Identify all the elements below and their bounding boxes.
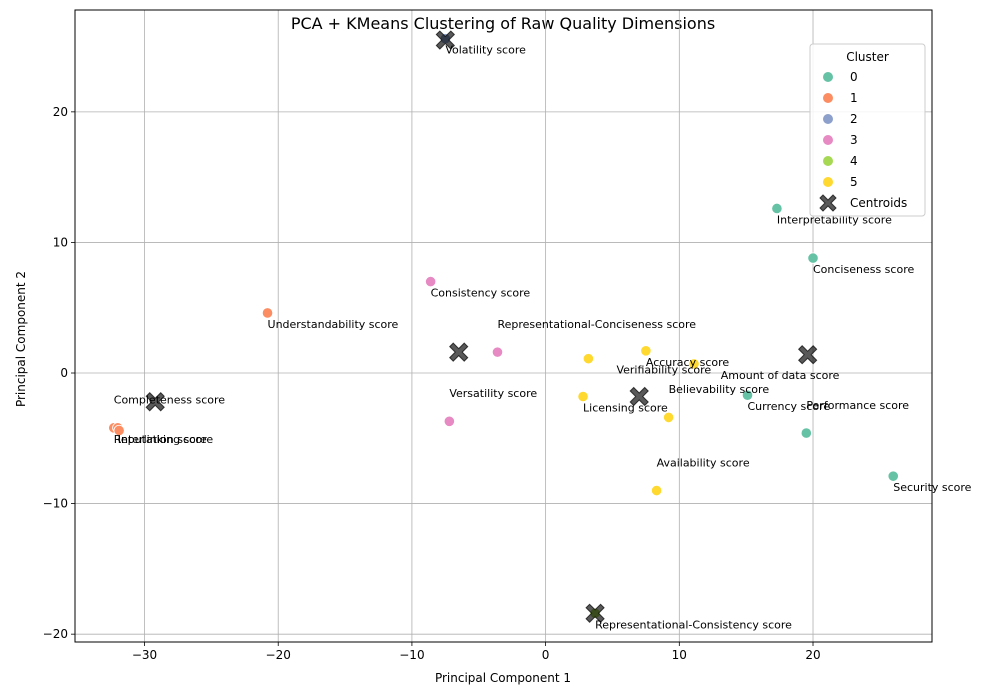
legend-box bbox=[809, 43, 926, 217]
data-point-cluster-0 bbox=[741, 389, 754, 401]
legend-entry-label: Centroids bbox=[850, 196, 907, 210]
point-annotation: Accuracy score bbox=[646, 356, 730, 369]
y-axis-label: Principal Component 2 bbox=[14, 271, 28, 407]
y-tick-label: 20 bbox=[53, 105, 68, 119]
y-tick-label: 10 bbox=[53, 235, 68, 249]
point-annotation: Verifiability score bbox=[616, 364, 711, 377]
data-point-cluster-0 bbox=[807, 252, 819, 264]
x-tick-label: 20 bbox=[805, 648, 820, 662]
legend-entry-label: 3 bbox=[850, 133, 858, 147]
x-tick-label: 0 bbox=[542, 648, 550, 662]
x-tick-label: −10 bbox=[399, 648, 424, 662]
legend-entry-label: 2 bbox=[850, 112, 858, 126]
point-annotation: Versatility score bbox=[449, 387, 537, 400]
centroid-marker bbox=[449, 342, 469, 362]
legend-marker-cluster-5 bbox=[823, 177, 833, 187]
data-point-cluster-3 bbox=[425, 276, 437, 288]
point-annotation: Believability score bbox=[669, 383, 770, 396]
data-point-cluster-1 bbox=[113, 424, 125, 437]
legend-marker-cluster-1 bbox=[823, 93, 833, 103]
data-point-cluster-5 bbox=[582, 353, 594, 365]
point-annotation: Performance score bbox=[806, 399, 909, 412]
x-tick-label: −20 bbox=[266, 648, 291, 662]
centroid-marker bbox=[797, 345, 818, 365]
data-point-cluster-3 bbox=[443, 415, 455, 427]
plot-frame bbox=[74, 9, 933, 643]
legend-entry-label: 5 bbox=[850, 175, 858, 189]
legend-entry-label: 4 bbox=[850, 154, 858, 168]
legend-marker-cluster-0 bbox=[823, 72, 833, 82]
legend: Cluster 0 1 2 3 4 5 Centroids bbox=[809, 43, 926, 217]
centroid-marker bbox=[435, 30, 456, 50]
y-tick-label: −20 bbox=[43, 627, 68, 641]
point-annotation: Consistency score bbox=[431, 287, 531, 300]
data-point-cluster-5 bbox=[577, 390, 589, 403]
data-point-cluster-1 bbox=[261, 307, 274, 319]
x-tick-label: 10 bbox=[672, 648, 687, 662]
legend-marker-cluster-3 bbox=[823, 135, 833, 145]
point-annotation: Amount of data score bbox=[721, 369, 840, 382]
data-point-cluster-0 bbox=[800, 427, 812, 439]
centroid-marker bbox=[585, 603, 605, 623]
axis-ticks: −30 −20 −10 0 10 20 −20 −10 0 10 20 bbox=[43, 105, 821, 662]
data-point-cluster-0 bbox=[887, 470, 899, 482]
data-point-cluster-5 bbox=[640, 345, 652, 357]
centroid-markers bbox=[145, 30, 818, 623]
data-point-cluster-0 bbox=[771, 202, 783, 215]
legend-marker-cluster-2 bbox=[823, 114, 833, 124]
legend-entry-label: 0 bbox=[850, 70, 858, 84]
point-annotation: Representational-Consistency score bbox=[595, 618, 792, 631]
point-annotation: Representational-Conciseness score bbox=[497, 318, 696, 331]
legend-title: Cluster bbox=[846, 50, 889, 64]
data-point-cluster-5 bbox=[663, 411, 675, 424]
point-annotation: Interlinking score bbox=[118, 433, 214, 446]
centroid-marker bbox=[145, 392, 165, 412]
point-annotation: Reputation score bbox=[114, 433, 207, 446]
point-annotation: Understandability score bbox=[268, 318, 399, 331]
y-tick-label: −10 bbox=[43, 497, 68, 511]
y-tick-label: 0 bbox=[60, 366, 68, 380]
chart-title: PCA + KMeans Clustering of Raw Quality D… bbox=[291, 14, 715, 33]
point-annotation: Interpretability score bbox=[777, 213, 892, 226]
data-point-cluster-5 bbox=[650, 484, 663, 497]
x-tick-label: −30 bbox=[132, 648, 157, 662]
legend-marker-cluster-4 bbox=[823, 156, 833, 166]
x-axis-label: Principal Component 1 bbox=[435, 671, 571, 685]
point-annotation: Completeness score bbox=[114, 394, 226, 407]
point-annotation: Currency score bbox=[747, 400, 830, 413]
point-annotation: Availability score bbox=[657, 456, 750, 469]
legend-entry-label: 1 bbox=[850, 91, 858, 105]
data-point-cluster-5 bbox=[688, 358, 700, 370]
centroid-marker bbox=[629, 386, 649, 407]
point-annotation: Volatility score bbox=[445, 44, 526, 57]
point-annotation: Conciseness score bbox=[813, 263, 914, 276]
legend-marker-centroids bbox=[819, 194, 837, 212]
data-point-cluster-3 bbox=[491, 346, 504, 358]
point-annotation: Licensing score bbox=[583, 402, 668, 415]
